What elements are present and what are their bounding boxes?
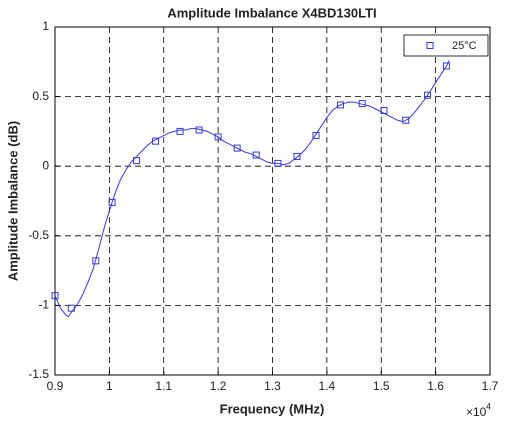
data-marker — [108, 198, 116, 206]
y-tick-label: 1 — [42, 19, 49, 33]
data-marker — [133, 157, 141, 165]
y-tick-label: -1 — [38, 298, 49, 312]
data-marker — [380, 107, 388, 115]
data-marker — [423, 91, 431, 99]
y-tick-label: -1.5 — [28, 367, 49, 381]
data-marker — [312, 132, 320, 140]
x-tick-label: 1.4 — [319, 379, 336, 393]
plot-frame — [54, 26, 491, 376]
x-multiplier-exponent: 4 — [486, 401, 491, 411]
data-marker — [274, 159, 282, 167]
data-marker — [358, 100, 366, 108]
legend-marker — [426, 42, 434, 49]
data-marker — [336, 101, 344, 109]
data-marker — [176, 127, 184, 135]
legend-label: 25°C — [452, 40, 477, 52]
data-marker — [443, 62, 450, 70]
x-tick-label: 0.9 — [47, 379, 64, 393]
data-marker — [233, 144, 241, 152]
x-tick-label: 1.6 — [427, 379, 444, 393]
y-axis-label: Amplitude Imbalance (dB) — [5, 121, 20, 281]
x-tick-label: 1 — [106, 379, 113, 393]
y-tick-label: 0 — [42, 158, 49, 172]
data-marker — [195, 126, 203, 134]
x-axis-label: Frequency (MHz) — [220, 401, 325, 416]
x-tick-label: 1.2 — [210, 379, 227, 393]
legend-box — [403, 34, 489, 57]
x-multiplier: ×10 — [466, 405, 487, 419]
x-tick-label: 1.3 — [264, 379, 281, 393]
y-tick-label: -0.5 — [28, 228, 49, 242]
x-tick-label: 1.7 — [482, 379, 499, 393]
data-marker — [51, 292, 59, 300]
chart-title: Amplitude Imbalance X4BD130LTI — [167, 5, 376, 20]
data-marker — [92, 257, 100, 265]
data-marker — [252, 151, 260, 159]
x-tick-label: 1.1 — [155, 379, 172, 393]
data-marker — [152, 137, 160, 145]
data-marker — [402, 116, 410, 124]
x-tick-label: 1.5 — [373, 379, 390, 393]
data-marker — [293, 152, 301, 160]
data-marker — [214, 133, 222, 141]
y-tick-label: 0.5 — [32, 89, 49, 103]
data-marker — [67, 304, 75, 312]
